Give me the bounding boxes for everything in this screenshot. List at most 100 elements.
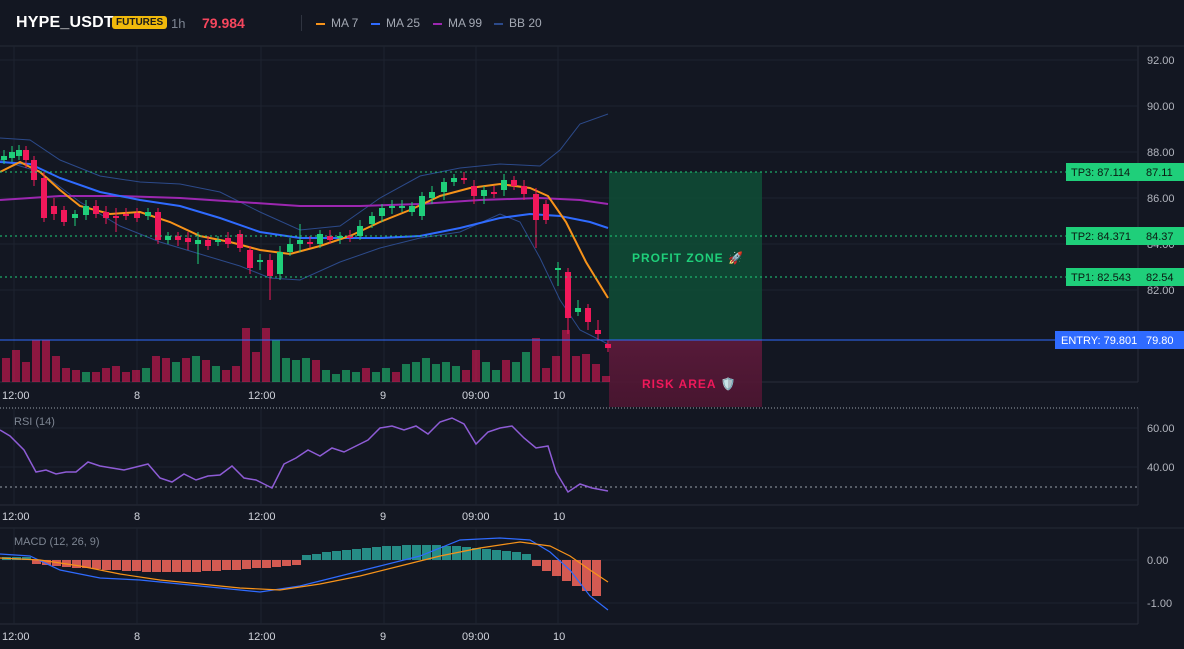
time-tick: 12:00 <box>248 631 276 643</box>
volume-bar <box>202 360 210 382</box>
macd-hist-bar <box>302 555 311 560</box>
profit-zone[interactable] <box>609 172 762 340</box>
candle-body <box>565 272 571 318</box>
price-tick: 90.00 <box>1147 101 1175 113</box>
candle-body <box>103 212 109 218</box>
candle-body <box>307 242 313 244</box>
macd-signal-line <box>0 541 609 591</box>
volume-bar <box>322 370 330 382</box>
candle-body <box>297 240 303 244</box>
candle-body <box>451 178 457 182</box>
time-tick: 09:00 <box>462 511 490 523</box>
entry-tag[interactable] <box>1055 331 1138 349</box>
macd-hist-bar <box>572 560 581 586</box>
volume-bar <box>442 362 450 382</box>
candle-body <box>267 260 273 276</box>
tp1-tag-text: TP1: 82.543 <box>1071 272 1131 284</box>
risk-area[interactable] <box>609 340 762 407</box>
price-tick: 92.00 <box>1147 55 1175 67</box>
volume-bar <box>22 362 30 382</box>
volume-bar <box>192 356 200 382</box>
legend-ma25[interactable]: MA 25 <box>371 16 420 30</box>
candle-body <box>83 206 89 215</box>
level-tags: TP3: 87.114 87.11 TP2: 84.371 84.37 TP1:… <box>1055 163 1184 349</box>
candle-body <box>441 182 447 192</box>
volume-bar <box>92 372 100 382</box>
candle-body <box>225 238 231 244</box>
bb-lower-band <box>0 159 609 345</box>
legend-label: MA 25 <box>386 16 421 30</box>
rsi-label[interactable]: RSI (14) <box>14 416 55 428</box>
volume-bar <box>302 358 310 382</box>
macd-hist-bar <box>262 560 271 568</box>
volume-bar <box>342 370 350 382</box>
macd-hist-bar <box>202 560 211 571</box>
candle-body <box>317 234 323 244</box>
candle-body <box>575 308 581 312</box>
volume-bar <box>32 340 40 382</box>
volume-bar <box>512 362 520 382</box>
macd-hist-bar <box>352 549 361 560</box>
legend-ma7[interactable]: MA 7 <box>316 16 358 30</box>
volume-bars <box>2 328 610 382</box>
symbol-title[interactable]: HYPE_USDT <box>16 14 114 31</box>
volume-bar <box>272 340 280 382</box>
legend-label: MA 99 <box>448 16 483 30</box>
candle-body <box>134 213 140 218</box>
legend-label: BB 20 <box>509 16 542 30</box>
macd-hist-bar <box>392 546 401 560</box>
tp1-tag[interactable] <box>1066 268 1138 286</box>
macd-hist-bar <box>232 560 241 570</box>
legend-ma99[interactable]: MA 99 <box>433 16 482 30</box>
candle-body <box>165 236 171 240</box>
volume-bar <box>392 372 400 382</box>
candle-body <box>389 206 395 208</box>
macd-hist-bar <box>72 560 81 568</box>
candle-body <box>471 186 477 196</box>
candle-body <box>175 236 181 240</box>
macd-hist-bar <box>322 552 331 560</box>
futures-badge: FUTURES <box>112 16 168 29</box>
volume-bar <box>62 368 70 382</box>
candle-body <box>237 234 243 248</box>
candle-body <box>9 152 15 158</box>
candle-body <box>155 212 161 240</box>
macd-label[interactable]: MACD (12, 26, 9) <box>14 536 100 548</box>
volume-bar <box>582 354 590 382</box>
tp2-axis-text: 84.37 <box>1146 231 1174 243</box>
candle-body <box>419 196 425 216</box>
macd-hist-bar <box>562 560 571 581</box>
candle-body <box>205 240 211 246</box>
macd-hist-bar <box>482 549 491 560</box>
macd-hist-bar <box>422 545 431 560</box>
volume-bar <box>422 358 430 382</box>
volume-bar <box>152 356 160 382</box>
macd-hist-bar <box>22 557 31 560</box>
macd-hist-bar <box>182 560 191 572</box>
macd-hist-bar <box>382 546 391 560</box>
time-tick: 12:00 <box>2 631 30 643</box>
ma25-swatch-icon <box>371 22 380 25</box>
candle-body <box>533 194 539 220</box>
legend-bb20[interactable]: BB 20 <box>494 16 542 30</box>
volume-bar <box>172 362 180 382</box>
volume-bar <box>132 370 140 382</box>
macd-hist-bar <box>152 560 161 572</box>
macd-line <box>0 537 609 611</box>
volume-bar <box>352 372 360 382</box>
volume-bar <box>542 368 550 382</box>
macd-tick: -1.00 <box>1147 598 1172 610</box>
candle-body <box>327 236 333 240</box>
volume-bar <box>462 370 470 382</box>
time-tick: 8 <box>134 511 140 523</box>
tp3-tag[interactable] <box>1066 163 1138 181</box>
candle-body <box>16 150 22 156</box>
bb20-swatch-icon <box>494 22 503 25</box>
macd-hist-bar <box>532 560 541 566</box>
ma99-line <box>0 195 609 207</box>
macd-hist-bar <box>32 560 41 564</box>
timeframe-label[interactable]: 1h <box>171 16 186 31</box>
macd-hist-bar <box>272 560 281 567</box>
tp2-tag[interactable] <box>1066 227 1138 245</box>
